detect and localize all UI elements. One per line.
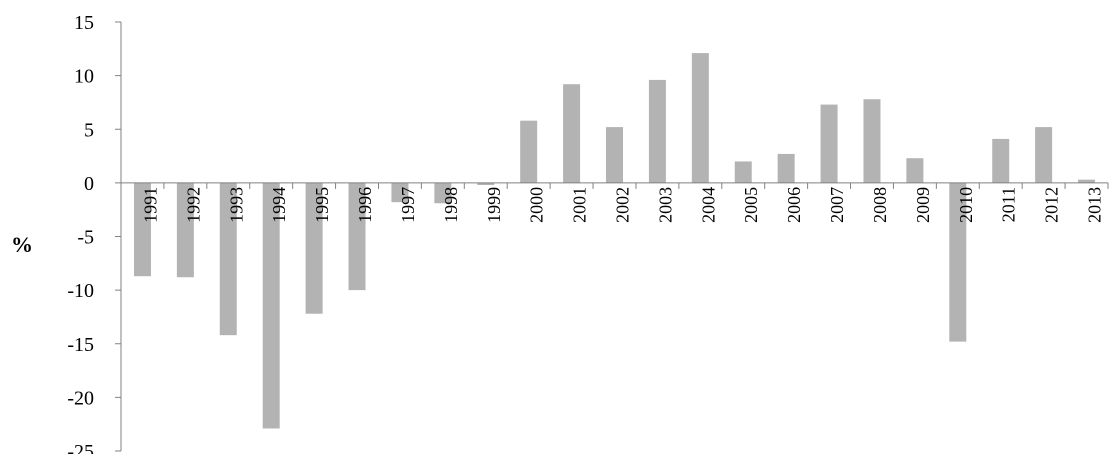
x-tick-label: 2012 xyxy=(1042,187,1062,223)
x-tick-label: 2008 xyxy=(870,187,890,223)
bar xyxy=(348,182,366,291)
x-tick-label: 1996 xyxy=(355,187,375,223)
x-tick-label: 1994 xyxy=(269,187,289,223)
bar xyxy=(777,153,795,183)
bars xyxy=(133,53,1096,429)
bar xyxy=(949,182,967,342)
y-tick-label: 10 xyxy=(74,66,94,88)
x-tick-label: 2003 xyxy=(655,187,675,223)
y-tick-label: -5 xyxy=(77,227,94,249)
bar xyxy=(477,182,495,186)
y-tick-label: -15 xyxy=(67,334,94,356)
bar xyxy=(219,182,237,336)
bar xyxy=(820,104,838,183)
bar xyxy=(563,84,581,183)
y-axis: 15 10 5 0 -5 -10 -15 -20 -25 xyxy=(67,12,122,454)
bar xyxy=(305,182,323,314)
x-tick-label: 2010 xyxy=(956,187,976,223)
x-tick-label: 2000 xyxy=(527,187,547,223)
x-tick-label: 2005 xyxy=(741,187,761,223)
x-tick-label: 1998 xyxy=(441,187,461,223)
bar xyxy=(906,158,924,183)
y-tick-label: -20 xyxy=(67,387,94,409)
bar xyxy=(176,182,194,278)
y-tick-label: 5 xyxy=(84,119,94,141)
bar xyxy=(691,53,709,183)
y-tick-label: 15 xyxy=(74,12,94,34)
x-tick-label: 1993 xyxy=(226,187,246,223)
y-tick-label: -25 xyxy=(67,441,94,454)
bar xyxy=(1035,127,1053,183)
x-tick-label: 2009 xyxy=(913,187,933,223)
x-tick-label: 1995 xyxy=(312,187,332,223)
y-tick-label: -10 xyxy=(67,280,94,302)
bar xyxy=(133,182,151,277)
bar xyxy=(992,138,1010,183)
bar xyxy=(262,182,280,429)
bar xyxy=(1078,179,1096,183)
x-tick-label: 2004 xyxy=(698,187,718,223)
x-tick-label: 2007 xyxy=(827,187,847,223)
x-tick-label: 2006 xyxy=(784,187,804,223)
x-tick-label: 2011 xyxy=(999,187,1019,222)
bar xyxy=(606,127,623,183)
bar xyxy=(391,182,409,203)
bar xyxy=(520,120,538,183)
x-tick-label: 1991 xyxy=(140,187,160,223)
bar xyxy=(434,182,452,204)
y-axis-label: % xyxy=(11,232,33,257)
x-axis: 1991 1992 1993 1994 1995 1996 1997 1998 1999 2000… xyxy=(120,182,1109,223)
x-tick-label: 1997 xyxy=(398,187,418,223)
bar xyxy=(734,161,752,183)
x-tick-label: 2002 xyxy=(613,187,633,223)
x-tick-label: 1992 xyxy=(183,187,203,223)
x-tick-label: 1999 xyxy=(484,187,504,223)
x-tick-label: 2001 xyxy=(570,187,590,223)
y-tick-label: 0 xyxy=(84,173,94,195)
bar xyxy=(863,99,881,183)
x-tick-label: 2013 xyxy=(1085,187,1105,223)
bar xyxy=(648,79,666,183)
